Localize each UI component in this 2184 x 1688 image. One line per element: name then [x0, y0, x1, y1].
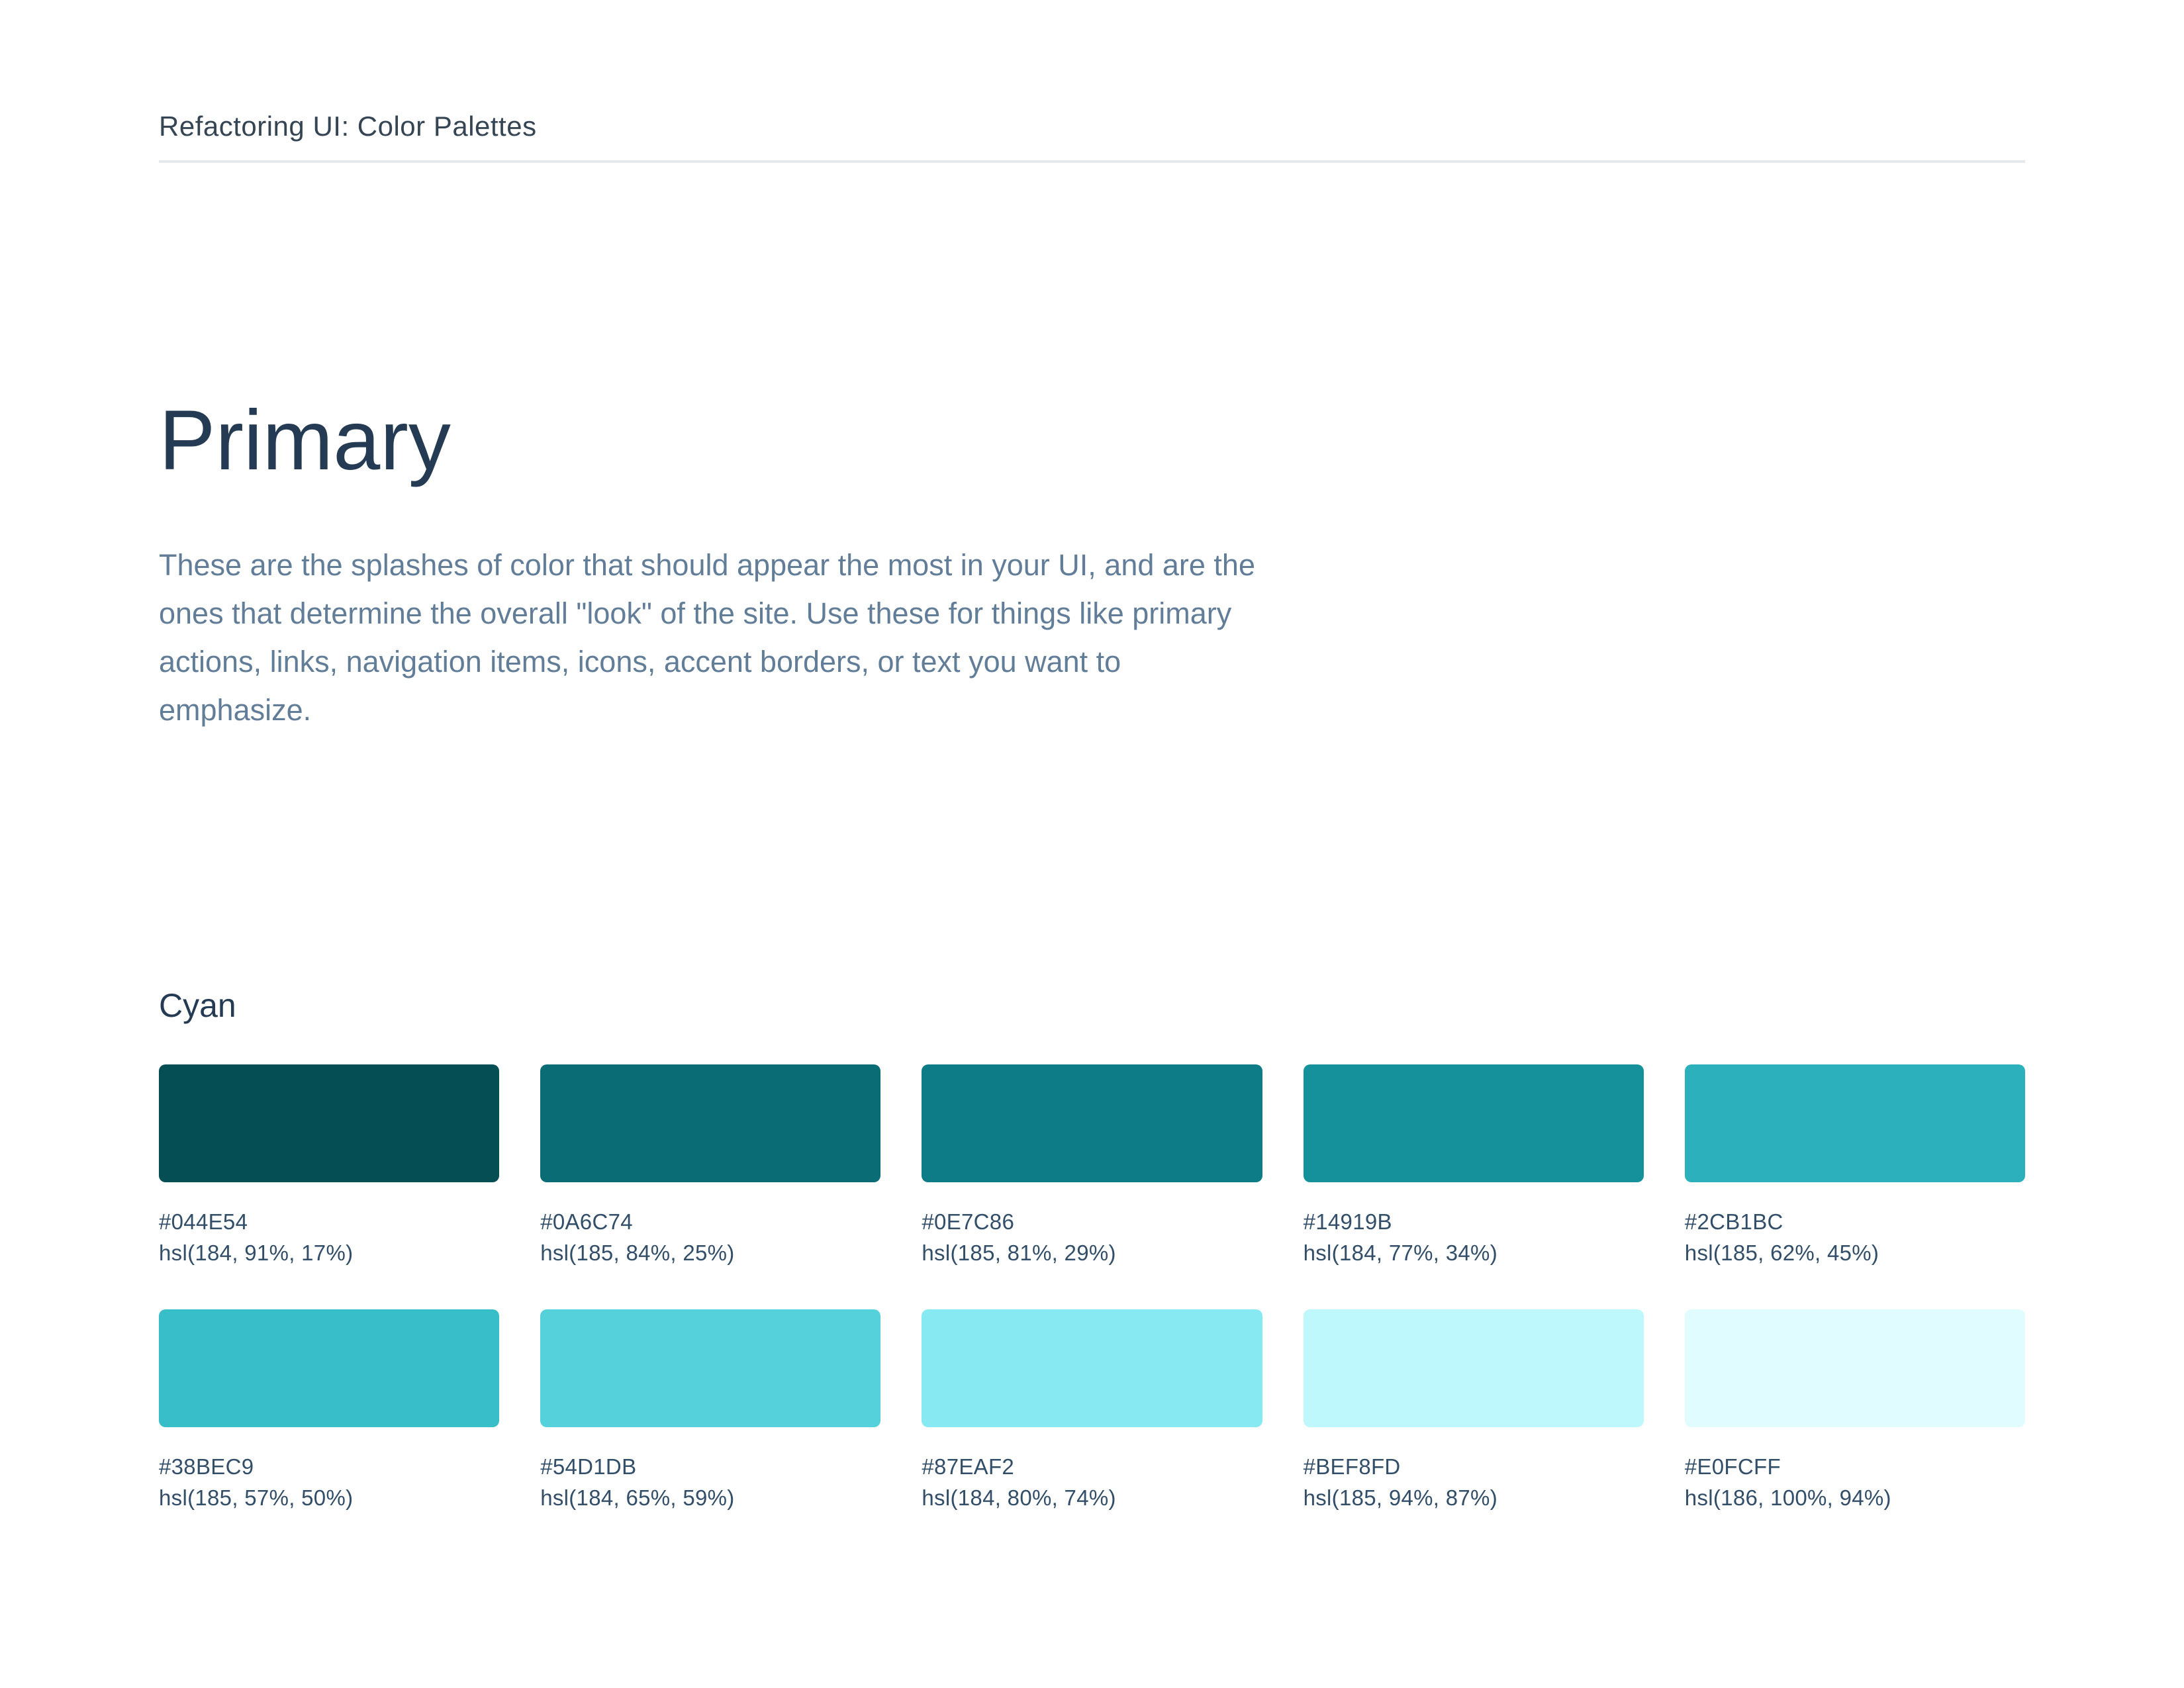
swatch-labels: #2CB1BC hsl(185, 62%, 45%) — [1685, 1206, 2025, 1268]
color-swatch — [159, 1064, 500, 1182]
swatch-hsl-label: hsl(185, 57%, 50%) — [159, 1485, 354, 1510]
swatch-hex-label: #54D1DB — [540, 1454, 637, 1479]
swatch-hsl-label: hsl(184, 65%, 59%) — [540, 1485, 735, 1510]
color-swatch — [922, 1064, 1262, 1182]
color-swatch — [1303, 1309, 1644, 1427]
swatch-labels: #0A6C74 hsl(185, 84%, 25%) — [540, 1206, 880, 1268]
swatch-labels: #E0FCFF hsl(186, 100%, 94%) — [1685, 1451, 2025, 1513]
swatch-hex-label: #87EAF2 — [922, 1454, 1015, 1479]
color-swatch — [540, 1309, 881, 1427]
swatch-cell: #BEF8FD hsl(185, 94%, 87%) — [1303, 1309, 1644, 1513]
swatch-hex-label: #38BEC9 — [159, 1454, 254, 1479]
swatch-labels: #BEF8FD hsl(185, 94%, 87%) — [1304, 1451, 1644, 1513]
color-swatch — [1303, 1064, 1644, 1182]
swatch-hsl-label: hsl(185, 81%, 29%) — [922, 1241, 1116, 1265]
document-title: Refactoring UI: Color Palettes — [159, 111, 537, 142]
color-swatch — [159, 1309, 500, 1427]
swatch-hsl-label: hsl(184, 91%, 17%) — [159, 1241, 354, 1265]
swatch-labels: #38BEC9 hsl(185, 57%, 50%) — [159, 1451, 499, 1513]
color-swatch — [540, 1064, 881, 1182]
swatch-cell: #87EAF2 hsl(184, 80%, 74%) — [922, 1309, 1262, 1513]
color-swatch — [1684, 1309, 2025, 1427]
swatch-labels: #044E54 hsl(184, 91%, 17%) — [159, 1206, 499, 1268]
swatch-cell: #14919B hsl(184, 77%, 34%) — [1303, 1064, 1644, 1268]
swatch-hex-label: #BEF8FD — [1303, 1454, 1401, 1479]
swatch-labels: #87EAF2 hsl(184, 80%, 74%) — [922, 1451, 1262, 1513]
swatch-cell: #54D1DB hsl(184, 65%, 59%) — [540, 1309, 881, 1513]
swatch-hsl-label: hsl(185, 94%, 87%) — [1303, 1485, 1497, 1510]
swatch-grid: #044E54 hsl(184, 91%, 17%) #0A6C74 hsl(1… — [159, 1064, 2025, 1513]
swatch-hex-label: #2CB1BC — [1684, 1209, 1783, 1234]
color-swatch — [922, 1309, 1262, 1427]
palette-name: Cyan — [159, 987, 236, 1024]
swatch-hex-label: #0E7C86 — [922, 1209, 1015, 1234]
swatch-hsl-label: hsl(184, 80%, 74%) — [922, 1485, 1116, 1510]
swatch-hsl-label: hsl(186, 100%, 94%) — [1684, 1485, 1891, 1510]
swatch-labels: #14919B hsl(184, 77%, 34%) — [1304, 1206, 1644, 1268]
swatch-cell: #E0FCFF hsl(186, 100%, 94%) — [1684, 1309, 2025, 1513]
swatch-cell: #38BEC9 hsl(185, 57%, 50%) — [159, 1309, 500, 1513]
swatch-hex-label: #E0FCFF — [1684, 1454, 1781, 1479]
swatch-hsl-label: hsl(185, 62%, 45%) — [1684, 1241, 1879, 1265]
swatch-hex-label: #14919B — [1303, 1209, 1392, 1234]
swatch-hex-label: #044E54 — [159, 1209, 248, 1234]
swatch-cell: #044E54 hsl(184, 91%, 17%) — [159, 1064, 500, 1268]
swatch-cell: #0E7C86 hsl(185, 81%, 29%) — [922, 1064, 1262, 1268]
swatch-hsl-label: hsl(185, 84%, 25%) — [540, 1241, 735, 1265]
section-description: These are the splashes of color that sho… — [159, 548, 1255, 727]
swatch-labels: #54D1DB hsl(184, 65%, 59%) — [540, 1451, 880, 1513]
swatch-cell: #0A6C74 hsl(185, 84%, 25%) — [540, 1064, 881, 1268]
swatch-cell: #2CB1BC hsl(185, 62%, 45%) — [1684, 1064, 2025, 1268]
color-swatch — [1684, 1064, 2025, 1182]
section-title: Primary — [159, 393, 451, 488]
header-divider — [159, 160, 2025, 163]
swatch-labels: #0E7C86 hsl(185, 81%, 29%) — [922, 1206, 1262, 1268]
swatch-hsl-label: hsl(184, 77%, 34%) — [1303, 1241, 1497, 1265]
swatch-hex-label: #0A6C74 — [540, 1209, 633, 1234]
